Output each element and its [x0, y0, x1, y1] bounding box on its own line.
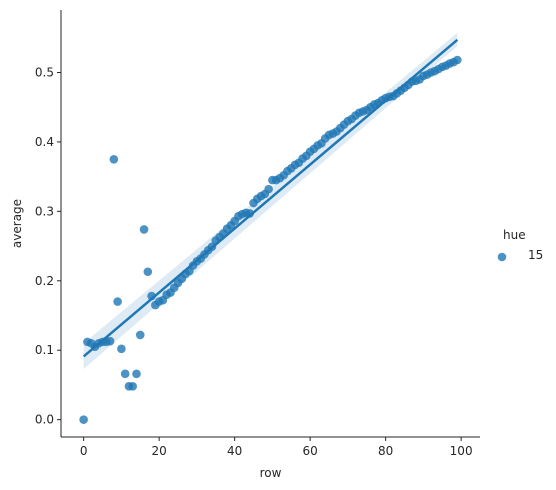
data-point	[120, 369, 130, 379]
data-point	[128, 382, 138, 391]
data-point	[113, 297, 122, 306]
regression-line-layer	[82, 38, 459, 358]
data-point	[105, 336, 115, 346]
y-tick-label: 0.4	[35, 135, 54, 149]
x-tick-label: 100	[450, 444, 473, 458]
y-tick-label: 0.2	[35, 274, 54, 288]
legend-marker	[497, 252, 507, 262]
legend-entry-label: 15	[528, 248, 543, 262]
data-point	[453, 55, 462, 65]
legend-title: hue	[503, 228, 526, 242]
confidence-band-layer	[83, 32, 458, 369]
x-ticks: 0 20 40 60 80 100	[80, 437, 473, 458]
regression-line	[82, 38, 459, 358]
y-ticks: 0.0 0.1 0.2 0.3 0.4 0.5	[35, 65, 61, 427]
legend: hue 15	[497, 228, 543, 262]
y-tick-label: 0.5	[35, 65, 54, 79]
x-tick-label: 40	[227, 444, 242, 458]
data-point	[132, 369, 141, 379]
x-tick-label: 20	[152, 444, 167, 458]
data-point	[117, 344, 126, 354]
confidence-band	[83, 32, 458, 369]
data-point	[79, 415, 88, 424]
scatter-points-layer	[79, 55, 462, 424]
data-point	[264, 184, 273, 194]
y-axis-title: average	[10, 199, 24, 248]
data-point	[245, 209, 255, 218]
data-point	[143, 267, 153, 277]
y-tick-label: 0.1	[35, 343, 54, 357]
x-tick-label: 80	[378, 444, 393, 458]
data-point	[135, 330, 145, 340]
data-point	[109, 154, 119, 164]
x-tick-label: 0	[80, 444, 88, 458]
x-axis-title: row	[260, 466, 282, 480]
axes	[60, 10, 480, 438]
data-point	[139, 225, 149, 234]
y-tick-label: 0.3	[35, 204, 54, 218]
x-tick-label: 60	[302, 444, 317, 458]
y-tick-label: 0.0	[35, 413, 54, 427]
